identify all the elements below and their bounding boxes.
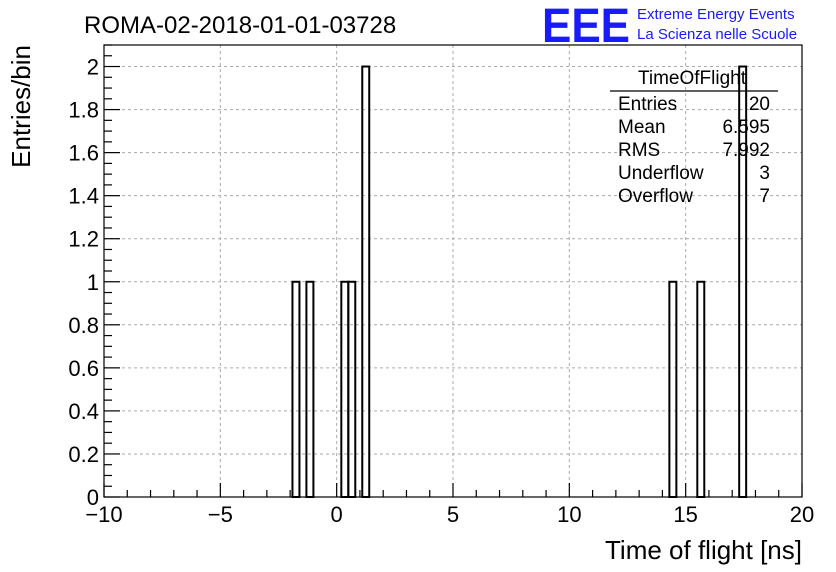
x-tick-label: 15	[673, 502, 697, 527]
logo-line1: Extreme Energy Events	[637, 6, 795, 23]
y-tick-label: 0.2	[68, 442, 99, 467]
stats-row-value: 3	[759, 163, 770, 184]
x-axis-label: Time of flight [ns]	[605, 535, 802, 565]
stats-row-value: 7.992	[722, 140, 770, 161]
x-tick-label: 5	[447, 502, 459, 527]
histogram-bar	[347, 280, 357, 498]
stats-rows: Entries 20 Mean 6.595 RMS 7.992 Underflow 3 Over…	[618, 94, 770, 207]
logo-mark: EEE	[542, 0, 630, 53]
stats-row-label: Overflow	[618, 186, 693, 207]
y-tick-label: 0.6	[68, 356, 99, 381]
y-tick-label: 0	[87, 485, 99, 510]
histogram-bar	[668, 280, 678, 498]
chart-title: ROMA-02-2018-01-01-03728	[84, 12, 396, 39]
x-tick-labels: −10 −5 0 5 10 15 20	[85, 502, 814, 527]
y-tick-labels: 0 0.2 0.4 0.6 0.8 1 1.2 1.4 1.6 1.8 2	[68, 55, 99, 510]
stats-row-label: Mean	[618, 117, 666, 138]
stats-box: TimeOfFlight Entries 20 Mean 6.595 RMS 7.992 U…	[610, 68, 778, 207]
x-tick-label: −5	[208, 502, 233, 527]
stats-row-value: 20	[749, 94, 770, 115]
histogram-bar	[696, 280, 706, 498]
axis-ticks	[103, 44, 803, 498]
histogram-bar	[291, 280, 301, 498]
stats-row-value: 6.595	[722, 117, 770, 138]
histogram-bar	[340, 280, 350, 498]
stats-row-label: Entries	[618, 94, 677, 115]
histogram-bar	[305, 280, 315, 498]
eee-logo: EEE Extreme Energy Events La Scienza nel…	[542, 0, 797, 53]
stats-row-value: 7	[759, 186, 770, 207]
grid	[104, 45, 802, 497]
y-tick-label: 1	[87, 270, 99, 295]
y-tick-label: 0.4	[68, 399, 99, 424]
stats-row-label: Underflow	[618, 163, 704, 184]
x-tick-label: −10	[85, 502, 122, 527]
stats-row-label: RMS	[618, 140, 660, 161]
y-axis-label: Entries/bin	[6, 45, 36, 168]
logo-line2: La Scienza nelle Scuole	[637, 26, 797, 43]
y-tick-label: 1.8	[68, 98, 99, 123]
y-tick-label: 0.8	[68, 313, 99, 338]
y-tick-label: 2	[87, 55, 99, 80]
x-tick-label: 20	[790, 502, 814, 527]
x-tick-label: 10	[557, 502, 581, 527]
y-tick-label: 1.6	[68, 141, 99, 166]
y-tick-label: 1.4	[68, 184, 99, 209]
y-tick-label: 1.2	[68, 227, 99, 252]
x-tick-label: 0	[331, 502, 343, 527]
stats-title: TimeOfFlight	[638, 68, 747, 89]
